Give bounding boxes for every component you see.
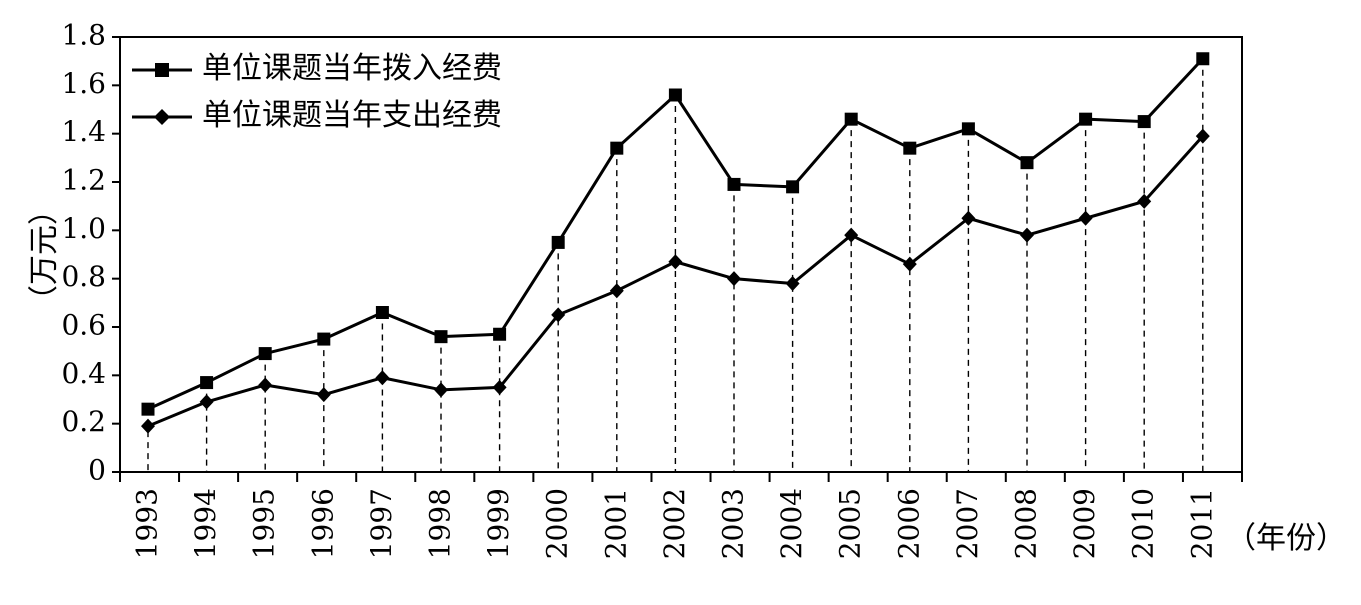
data-point-diamond [1195, 128, 1210, 144]
x-tick-label: 2011 [1185, 488, 1218, 559]
x-tick-label: 1994 [189, 488, 222, 559]
data-point-square [493, 327, 507, 341]
legend: 单位课题当年拨入经费 单位课题当年支出经费 [132, 51, 502, 133]
data-point-diamond [844, 227, 859, 243]
data-point-diamond [1078, 210, 1093, 226]
data-point-diamond [902, 256, 917, 272]
data-point-square [1137, 115, 1151, 129]
x-tick-label: 2001 [599, 488, 632, 559]
series-1 [141, 128, 1210, 434]
data-point-diamond [668, 254, 683, 270]
data-point-diamond [375, 370, 390, 386]
data-point-diamond [258, 377, 273, 393]
y-tick-label: 0 [88, 454, 106, 487]
data-point-diamond [1020, 227, 1034, 243]
x-tick-label: 2007 [951, 488, 984, 559]
data-point-diamond [961, 210, 976, 226]
data-point-square [961, 122, 975, 136]
x-tick-label: 2009 [1068, 488, 1101, 559]
x-tick-label: 2003 [717, 488, 750, 559]
data-point-square [375, 306, 389, 319]
x-tick-label: 2002 [658, 488, 691, 559]
y-tick-label: 0.8 [61, 260, 106, 293]
legend-label-series-0: 单位课题当年拨入经费 [202, 51, 502, 86]
data-point-diamond [551, 307, 566, 323]
legend-marker-diamond [154, 109, 170, 125]
data-point-square [727, 177, 741, 191]
x-tick-label: 1998 [424, 488, 457, 559]
x-tick-label: 2005 [834, 488, 867, 559]
plot-area-frame [119, 36, 1243, 473]
data-point-diamond [1137, 193, 1152, 209]
x-tick-label: 2010 [1127, 488, 1160, 559]
x-tick-label: 2000 [541, 488, 574, 559]
data-point-diamond [316, 387, 331, 403]
series-0 [141, 52, 1210, 416]
data-point-square [551, 235, 565, 249]
data-point-square [317, 332, 331, 346]
series-layer [141, 52, 1210, 434]
data-point-diamond [199, 394, 214, 410]
data-point-square [786, 180, 800, 194]
y-tick-label: 0.4 [61, 357, 106, 390]
data-point-diamond [492, 379, 507, 395]
x-tick-label: 2004 [775, 488, 808, 559]
y-tick-label: 1.2 [61, 164, 106, 197]
x-tick-label: 1997 [365, 488, 398, 559]
data-point-square [668, 88, 682, 102]
x-tick-label: 1999 [482, 488, 515, 559]
data-point-diamond [141, 418, 155, 434]
x-tick-label: 2008 [1010, 488, 1043, 559]
y-tick-label: 0.6 [61, 309, 106, 342]
y-tick-label: 1.6 [61, 67, 106, 100]
data-point-square [1020, 156, 1034, 170]
x-axis: 1993 1994 1995 1996 1997 1998 1999 2000 2001 2002… [119, 472, 1243, 559]
x-tick-label: 1995 [248, 488, 281, 559]
data-point-square [1196, 52, 1210, 66]
data-point-diamond [434, 382, 448, 398]
legend-marker-square [155, 63, 169, 77]
y-tick-label: 1.0 [61, 212, 106, 245]
drop-lines [147, 58, 1204, 472]
legend-item-series-1: 单位课题当年支出经费 [132, 98, 502, 133]
x-tick-label: 1996 [306, 488, 339, 559]
legend-item-series-0: 单位课题当年拨入经费 [132, 51, 502, 86]
data-point-square [200, 376, 214, 390]
data-point-diamond [727, 271, 741, 287]
data-point-square [844, 112, 858, 126]
data-point-square [610, 141, 624, 155]
data-point-square [1079, 112, 1093, 126]
data-point-square [141, 402, 155, 416]
y-tick-label: 1.8 [61, 19, 106, 52]
x-tick-label: 1993 [131, 488, 164, 559]
data-point-square [258, 347, 272, 361]
legend-label-series-1: 单位课题当年支出经费 [202, 98, 502, 133]
data-point-diamond [785, 276, 800, 291]
y-axis-title: （万元） [27, 195, 62, 315]
data-point-square [903, 141, 917, 155]
x-axis-title: （年份） [1226, 521, 1346, 556]
data-point-square [434, 330, 448, 344]
y-axis: 0 0.2 0.4 0.6 0.8 1.0 1.2 1.4 1.6 1.8 [61, 19, 120, 487]
y-tick-label: 0.2 [61, 405, 106, 438]
data-point-diamond [609, 283, 624, 299]
y-tick-label: 1.4 [61, 115, 106, 148]
x-tick-label: 2006 [892, 488, 925, 559]
